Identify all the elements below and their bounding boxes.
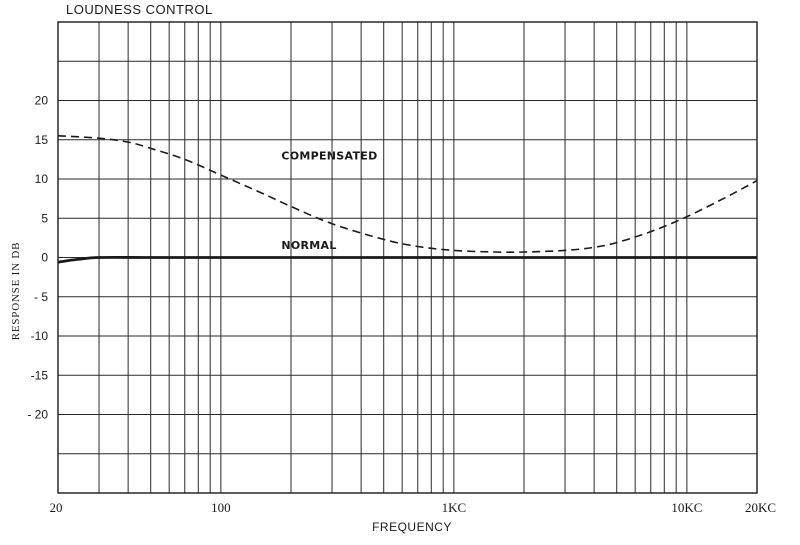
y-tick-label: 10 (35, 172, 49, 186)
y-axis-label: RESPONSE IN DB (10, 242, 22, 341)
x-axis-label: FREQUENCY (372, 520, 452, 534)
x-tick-label: 20 (50, 500, 63, 515)
y-tick-label: 15 (35, 133, 49, 147)
series-layer: COMPENSATED NORMAL (57, 135, 758, 264)
y-tick-label: -10 (31, 329, 49, 343)
x-tick-label: 1KC (442, 500, 467, 515)
series-label-compensated: COMPENSATED (281, 149, 377, 162)
series-line-normal (57, 255, 757, 264)
plot-frame (57, 21, 758, 494)
x-tick-label: 10KC (671, 500, 702, 515)
series-line-compensated (57, 135, 758, 254)
series-label-normal: NORMAL (281, 239, 336, 252)
y-tick-label: 20 (35, 94, 49, 108)
x-tick-label: 100 (211, 500, 231, 515)
x-tick-label: 20KC (745, 500, 776, 515)
y-tick-label: - 20 (27, 408, 48, 422)
chart-title: LOUDNESS CONTROL (66, 2, 213, 17)
y-tick-label: -15 (31, 368, 49, 382)
tick-labels: 20 15 10 5 0 - 5 -10 -15 - 20 20 100 1KC 10KC 20KC (27, 94, 776, 516)
y-tick-label: - 5 (34, 290, 48, 304)
y-tick-label: 5 (41, 211, 48, 225)
y-tick-label: 0 (41, 251, 48, 265)
